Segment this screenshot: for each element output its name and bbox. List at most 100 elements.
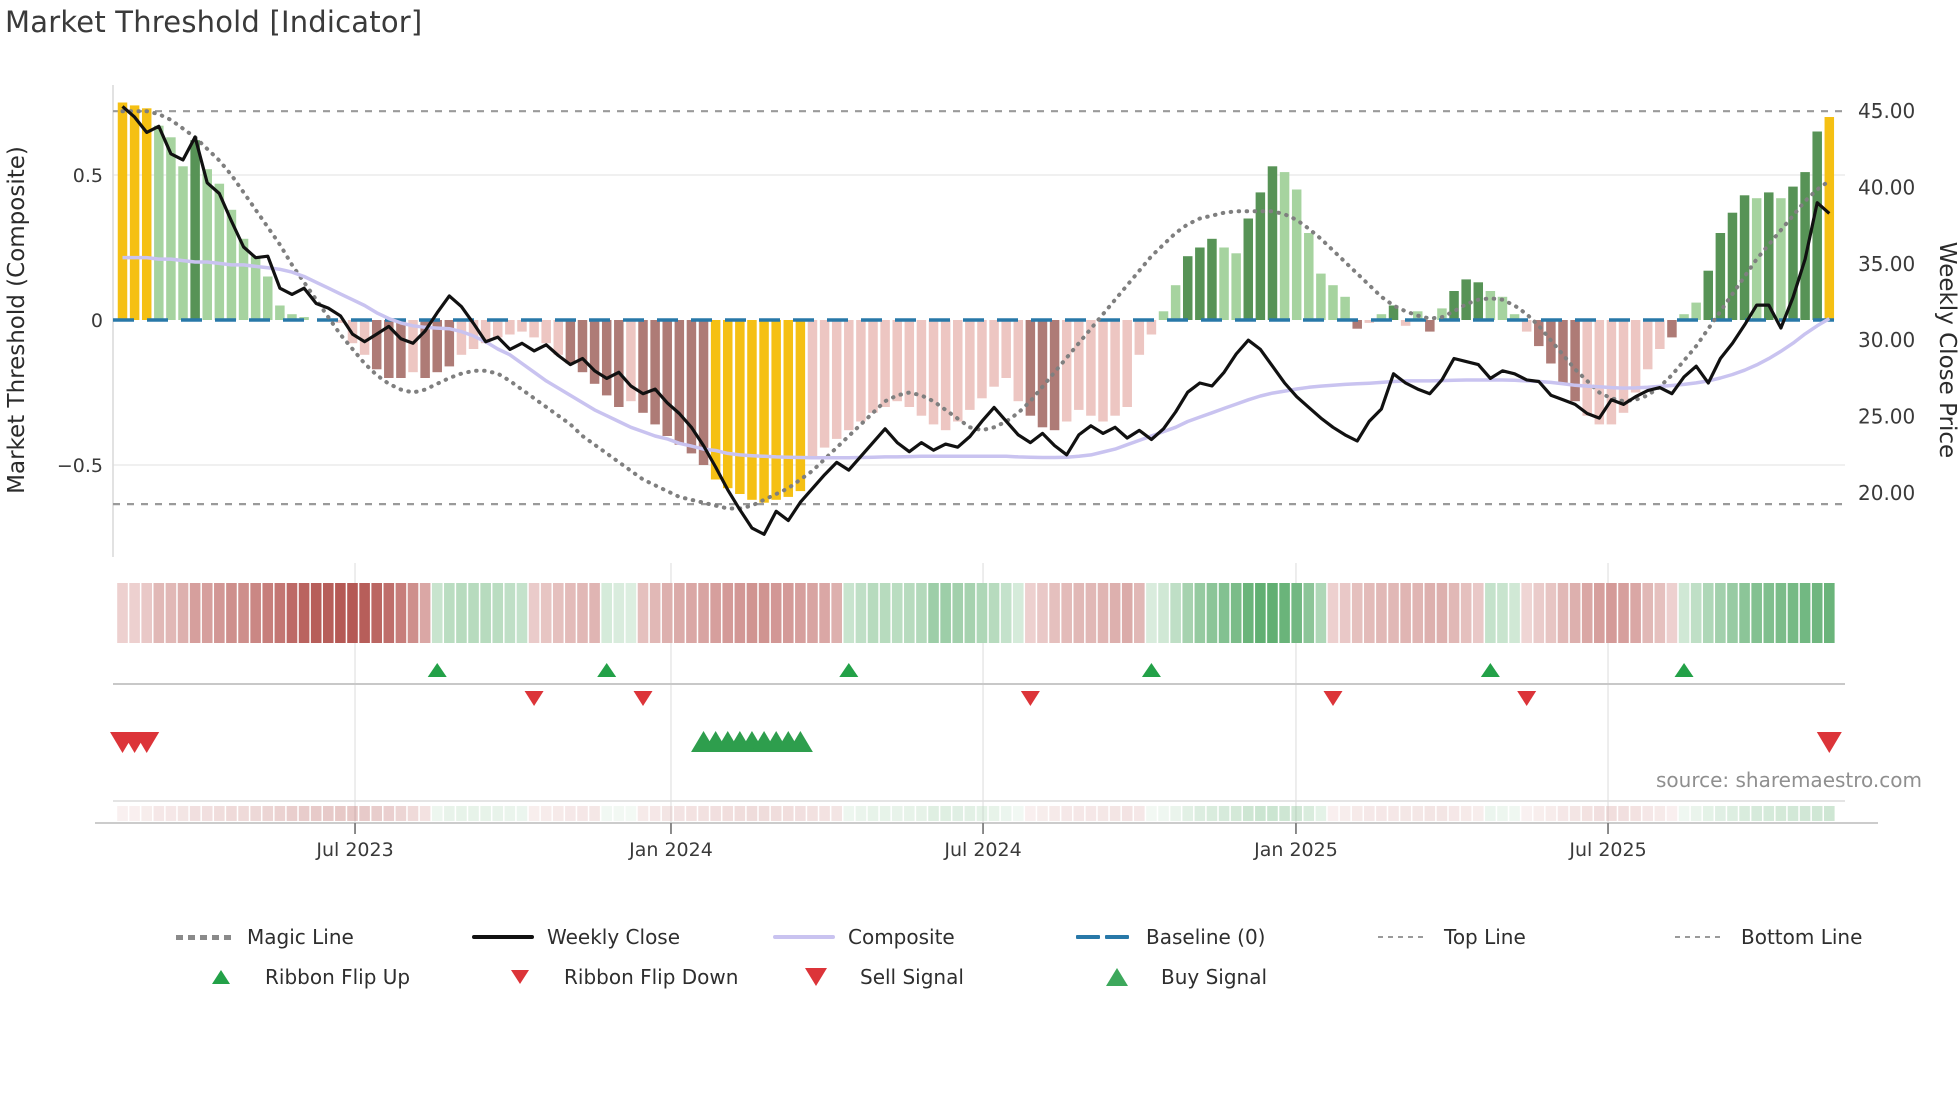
ribbon-cell[interactable] [129,583,140,643]
ribbon-cell[interactable] [1799,583,1811,643]
ribbon-cell[interactable] [1158,583,1169,643]
ribbon-cell[interactable] [1666,583,1678,643]
composite-bar[interactable] [1642,320,1653,370]
composite-bar[interactable] [432,320,442,373]
ribbon-cell[interactable] [1037,583,1048,643]
ribbon-cell[interactable] [1702,583,1714,643]
ribbon-cell[interactable] [1521,583,1532,643]
legend-item-ribbon-flip-up[interactable]: Ribbon Flip Up [190,961,410,993]
ribbon-cell[interactable] [177,583,189,643]
ribbon-cell[interactable] [1715,583,1726,643]
composite-bar[interactable] [1606,320,1617,425]
composite-bar[interactable] [965,320,975,410]
composite-bar[interactable] [541,320,551,344]
ribbon-cell[interactable] [1545,583,1557,643]
ribbon-cell[interactable] [153,583,165,643]
composite-bar[interactable] [626,320,636,402]
composite-bar[interactable] [1739,195,1750,320]
ribbon-cell[interactable] [1448,583,1460,643]
ribbon-cell[interactable] [782,583,794,643]
ribbon-cell[interactable] [1654,583,1666,643]
composite-bar[interactable] [505,320,515,335]
ribbon-cell[interactable] [1618,583,1629,643]
composite-bar[interactable] [1388,305,1399,321]
ribbon-cell[interactable] [976,583,988,643]
composite-bar[interactable] [1570,320,1580,402]
ribbon-cell[interactable] [964,583,976,643]
ribbon-cell[interactable] [1206,583,1218,643]
sell-signal-marker[interactable] [134,732,160,753]
composite-bar[interactable] [1667,320,1677,338]
ribbon-cell[interactable] [649,583,661,643]
ribbon-cell[interactable] [1121,583,1133,643]
ribbon-cell[interactable] [686,583,697,643]
ribbon-cell[interactable] [1351,583,1363,643]
ribbon-cell[interactable] [201,583,213,643]
composite-bar[interactable] [141,108,152,320]
composite-bar[interactable] [1618,320,1629,413]
composite-bar[interactable] [844,320,854,431]
composite-bar[interactable] [1800,172,1810,320]
ribbon-cell[interactable] [904,583,915,643]
legend-item-weekly-close[interactable]: Weekly Close [472,921,680,953]
ribbon-cell[interactable] [1497,583,1508,643]
ribbon-cell[interactable] [565,583,576,643]
composite-bar[interactable] [1534,320,1544,347]
ribbon-cell[interactable] [286,583,298,643]
ribbon-cell[interactable] [722,583,734,643]
ribbon-cell[interactable] [310,583,322,643]
composite-bar[interactable] [1715,233,1726,320]
composite-bar[interactable] [1679,314,1689,320]
ribbon-cell[interactable] [540,583,552,643]
composite-bar[interactable] [456,320,467,355]
ribbon-cell[interactable] [165,583,177,643]
ribbon-cell[interactable] [746,583,758,643]
ribbon-flip-down-marker[interactable] [1020,691,1040,706]
composite-bar[interactable] [747,320,757,500]
composite-bar[interactable] [735,320,745,494]
ribbon-cell[interactable] [1594,583,1605,643]
ribbon-cell[interactable] [1134,583,1145,643]
ribbon-cell[interactable] [189,583,201,643]
composite-bar[interactable] [989,320,999,387]
ribbon-cell[interactable] [928,583,939,643]
ribbon-cell[interactable] [1327,583,1339,643]
composite-bar[interactable] [856,320,866,422]
ribbon-cell[interactable] [1230,583,1242,643]
ribbon-cell[interactable] [1400,583,1411,643]
composite-bar[interactable] [1110,320,1120,416]
ribbon-cell[interactable] [1073,583,1085,643]
composite-bar[interactable] [1558,320,1568,384]
composite-bar[interactable] [892,320,902,402]
composite-bar[interactable] [1195,247,1205,321]
composite-bar[interactable] [408,320,418,373]
ribbon-cell[interactable] [1412,583,1424,643]
ribbon-cell[interactable] [1194,583,1206,643]
ribbon-flip-up-marker[interactable] [839,663,859,677]
ribbon-cell[interactable] [1460,583,1472,643]
ribbon-cell[interactable] [1533,583,1545,643]
ribbon-flip-up-marker[interactable] [1480,663,1500,677]
ribbon-cell[interactable] [1509,583,1520,643]
composite-bar[interactable] [275,305,285,321]
composite-bar[interactable] [638,320,648,413]
composite-bar[interactable] [1037,320,1048,428]
ribbon-cell[interactable] [1569,583,1581,643]
ribbon-cell[interactable] [916,583,927,643]
ribbon-cell[interactable] [613,583,625,643]
ribbon-cell[interactable] [1339,583,1351,643]
composite-bar[interactable] [250,256,261,320]
legend-item-baseline-0-[interactable]: Baseline (0) [1071,921,1265,953]
composite-bar[interactable] [1582,320,1592,416]
ribbon-cell[interactable] [807,583,818,643]
composite-bar[interactable] [977,320,987,399]
ribbon-cell[interactable] [250,583,261,643]
magic-line[interactable] [120,109,1832,511]
ribbon-cell[interactable] [661,583,673,643]
composite-bar[interactable] [129,105,140,321]
composite-bar[interactable] [1751,198,1762,320]
composite-bar[interactable] [1243,218,1254,321]
composite-bar[interactable] [577,320,588,373]
composite-bar[interactable] [202,169,212,320]
